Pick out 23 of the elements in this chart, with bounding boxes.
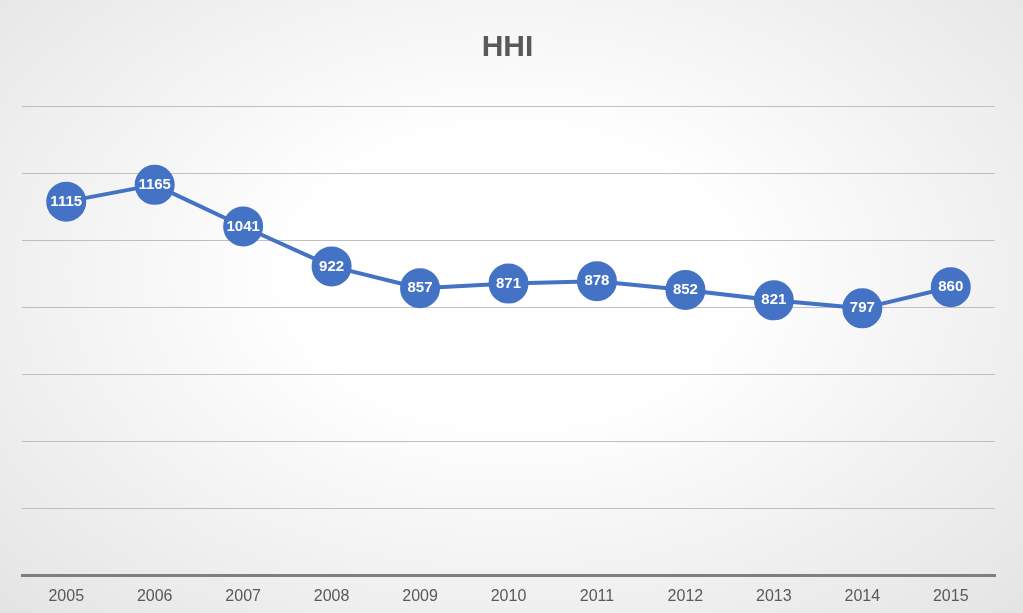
x-tick-label: 2009 [402,586,438,604]
data-label: 821 [761,290,787,308]
x-tick-label: 2012 [667,586,704,604]
x-tick-label: 2013 [756,586,792,604]
chart-title: HHI [481,29,534,63]
data-label: 1041 [226,216,260,234]
x-tick-label: 2015 [932,586,969,604]
data-label: 857 [407,278,433,296]
x-tick-label: 2006 [136,586,173,604]
data-label: 860 [938,277,964,295]
data-label: 1115 [50,191,83,209]
x-tick-label: 2007 [225,586,262,604]
data-label: 1165 [138,175,171,192]
x-tick-label: 2010 [490,586,527,604]
x-tick-label: 2005 [48,586,85,604]
data-label: 871 [495,273,522,291]
x-tick-label: 2014 [844,586,881,604]
x-tick-label: 2011 [579,586,615,604]
data-label: 852 [672,280,698,298]
data-label: 922 [319,256,345,274]
x-tick-label: 2008 [313,586,350,604]
data-label: 797 [849,298,875,316]
data-label: 878 [584,271,610,289]
